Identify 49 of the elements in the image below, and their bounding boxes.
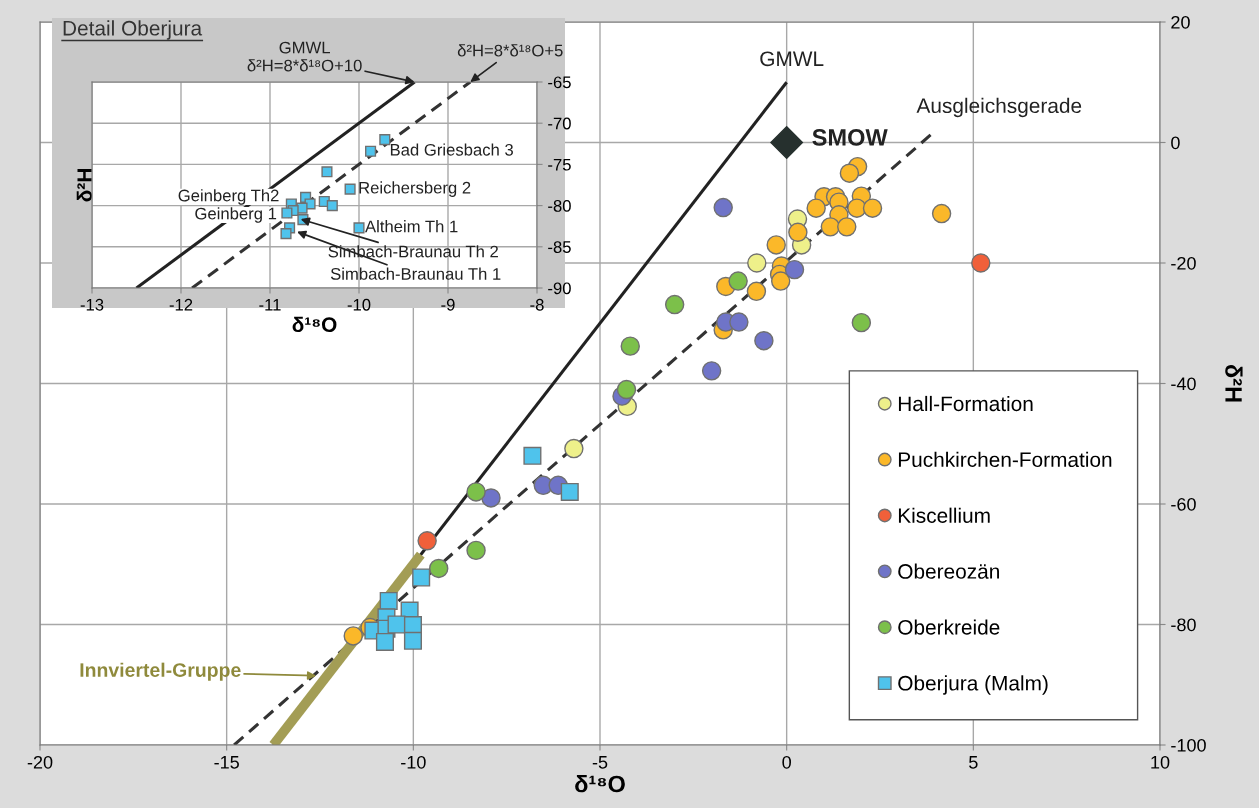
- y-tick-label: -60: [1171, 497, 1196, 511]
- x-tick-label: -8: [530, 298, 544, 311]
- annotation: Innviertel-Gruppe: [80, 662, 241, 681]
- x-axis-title: δ¹⁸O: [292, 316, 337, 333]
- annotation: Ausgleichsgerade: [916, 97, 1082, 118]
- x-tick-label: -20: [27, 755, 53, 769]
- annotation: δ²H=8*δ¹⁸O+5: [457, 44, 563, 57]
- x-tick-label: -11: [259, 299, 281, 311]
- y-tick-label: -65: [548, 76, 571, 89]
- x-tick-label: -15: [214, 756, 239, 769]
- x-axis-title: δ¹⁸O: [575, 775, 625, 793]
- annotation: Bad Griesbach 3: [390, 143, 513, 156]
- y-tick-label: -90: [548, 282, 571, 295]
- y-tick-label: 20: [1171, 15, 1190, 29]
- annotation: Reichersberg 2: [359, 181, 471, 197]
- legend-label: Oberkreide: [898, 619, 1000, 635]
- y-tick-label: -80: [1171, 618, 1196, 632]
- y-tick-label: -85: [548, 241, 571, 253]
- annotation: GMWL: [760, 51, 824, 67]
- x-tick-label: -10: [401, 755, 426, 769]
- annotation: Simbach-Braunau Th 1: [330, 267, 501, 280]
- legend-label: Kiscellium: [898, 507, 990, 523]
- x-tick-label: -9: [441, 298, 455, 311]
- y-tick-label: 0: [1171, 136, 1180, 150]
- y-tick-label: -70: [548, 117, 571, 130]
- y-tick-label: -40: [1171, 377, 1196, 391]
- y-tick-label: -100: [1171, 738, 1206, 752]
- legend-label: Hall-Formation: [898, 395, 1033, 412]
- legend-label: Puchkirchen-Formation: [898, 451, 1112, 468]
- y-axis-title: δ²H: [76, 169, 93, 202]
- x-tick-label: -12: [169, 298, 193, 311]
- x-tick-label: 5: [969, 756, 978, 769]
- y-tick-label: -75: [548, 158, 571, 171]
- chart-title: Detail Oberjura: [63, 20, 203, 40]
- annotation: GMWL δ²H=8*δ¹⁸O+10: [247, 41, 362, 72]
- annotation: Geinberg 1: [195, 207, 277, 223]
- y-axis-title: δ²H: [1225, 364, 1243, 402]
- x-tick-label: -10: [347, 298, 371, 311]
- y-tick-label: -20: [1171, 256, 1196, 270]
- annotation: Geinberg Th2: [178, 189, 279, 205]
- x-tick-label: 0: [782, 755, 791, 769]
- annotation: SMOW: [812, 129, 888, 146]
- annotation: Altheim Th 1: [365, 220, 458, 233]
- y-tick-label: -80: [548, 200, 571, 212]
- legend-label: Oberjura (Malm): [898, 675, 1048, 695]
- x-tick-label: 10: [1151, 755, 1170, 769]
- x-tick-label: -13: [80, 298, 104, 311]
- legend-label: Obereozän: [898, 563, 999, 579]
- x-tick-label: -5: [592, 756, 608, 769]
